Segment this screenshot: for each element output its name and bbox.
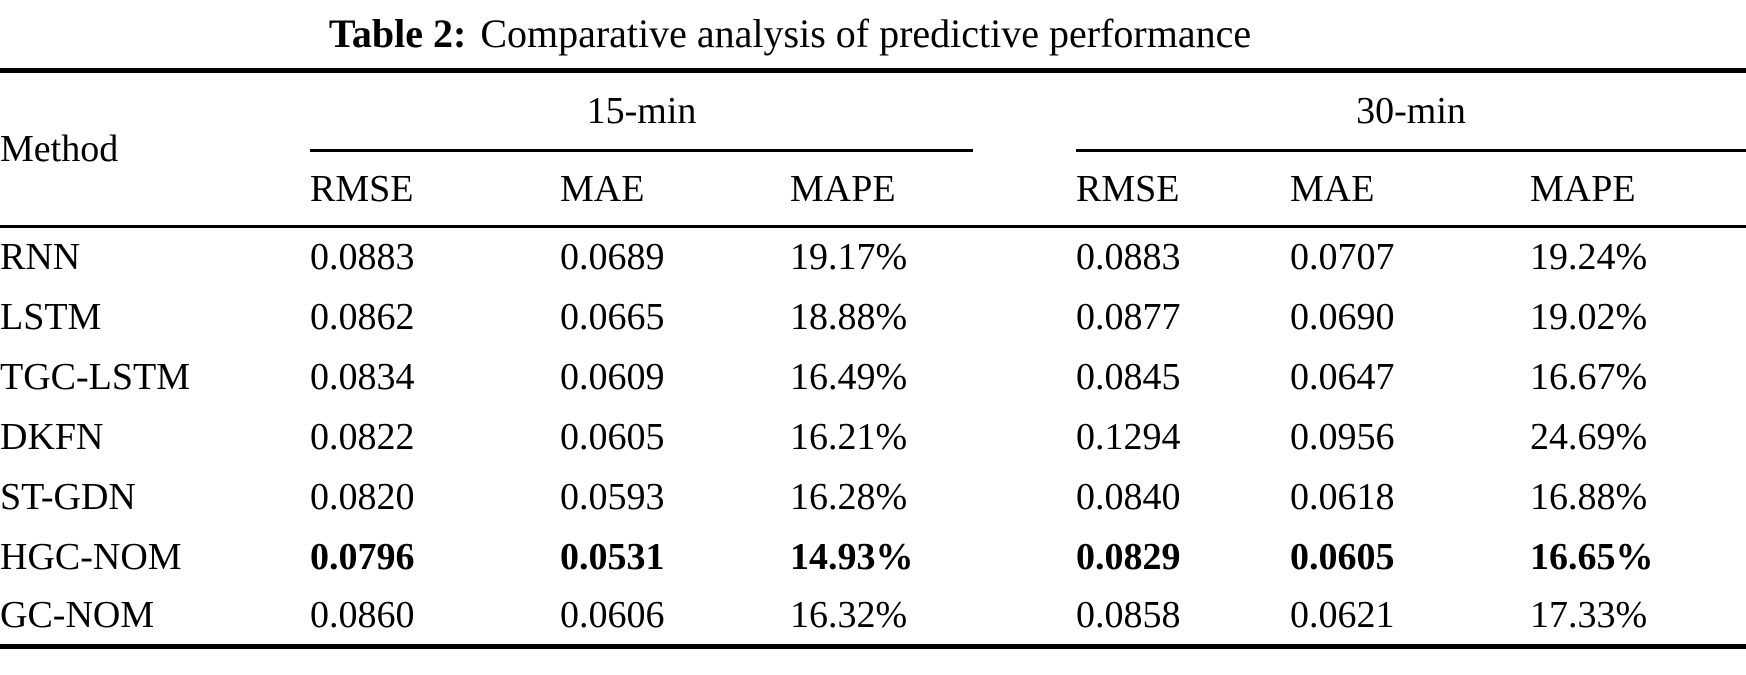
rmse-30-cell: 0.0840 bbox=[1076, 475, 1181, 518]
table-caption-text: Comparative analysis of predictive perfo… bbox=[480, 11, 1252, 56]
rmse-15-cell: 0.0883 bbox=[310, 236, 415, 279]
method-name-cell: RNN bbox=[0, 236, 81, 279]
mape-30-cell: 17.33% bbox=[1530, 594, 1648, 637]
mae-30-cell: 0.0647 bbox=[1290, 355, 1395, 398]
mape-15-cell: 16.49% bbox=[790, 355, 908, 398]
mape-15-cell: 18.88% bbox=[790, 295, 908, 338]
mape-30-cell: 24.69% bbox=[1530, 415, 1648, 458]
column-header-method: Method bbox=[0, 70, 310, 228]
mape-15-cell: 16.21% bbox=[790, 415, 908, 458]
rmse-15-cell: 0.0860 bbox=[310, 594, 415, 637]
column-header-mae-30: MAE bbox=[1290, 150, 1530, 228]
results-table-body: RNN 0.0883 0.0689 19.17% 0.0883 0.0707 1… bbox=[0, 227, 1746, 647]
mape-30-cell: 19.24% bbox=[1530, 236, 1648, 279]
method-name-cell: ST-GDN bbox=[0, 475, 136, 518]
rmse-30-cell: 0.0829 bbox=[1076, 535, 1181, 578]
method-name-cell: HGC-NOM bbox=[0, 535, 182, 578]
rmse-15-cell: 0.0796 bbox=[310, 535, 415, 578]
mae-30-cell: 0.0690 bbox=[1290, 295, 1395, 338]
column-header-rmse-15: RMSE bbox=[310, 150, 560, 228]
table-row: ST-GDN 0.0820 0.0593 16.28% 0.0840 0.061… bbox=[0, 467, 1746, 527]
mape-15-cell: 16.32% bbox=[790, 594, 908, 637]
gap-cell bbox=[973, 227, 1076, 287]
column-header-mape-30: MAPE bbox=[1530, 150, 1746, 228]
rmse-15-cell: 0.0834 bbox=[310, 355, 415, 398]
gap-cell bbox=[973, 467, 1076, 527]
mae-30-cell: 0.0605 bbox=[1290, 535, 1395, 578]
group-header-30min: 30-min bbox=[1076, 70, 1746, 152]
method-name-cell: LSTM bbox=[0, 295, 102, 338]
table-row: GC-NOM 0.0860 0.0606 16.32% 0.0858 0.062… bbox=[0, 587, 1746, 647]
mae-15-cell: 0.0665 bbox=[560, 295, 665, 338]
mae-30-cell: 0.0707 bbox=[1290, 236, 1395, 279]
column-header-rmse-30: RMSE bbox=[1076, 150, 1290, 228]
rmse-15-cell: 0.0820 bbox=[310, 475, 415, 518]
mae-15-cell: 0.0689 bbox=[560, 236, 665, 279]
rmse-30-cell: 0.0877 bbox=[1076, 295, 1181, 338]
mae-15-cell: 0.0605 bbox=[560, 415, 665, 458]
table-row: DKFN 0.0822 0.0605 16.21% 0.1294 0.0956 … bbox=[0, 407, 1746, 467]
mae-15-cell: 0.0606 bbox=[560, 594, 665, 637]
column-header-mape-15: MAPE bbox=[790, 150, 973, 228]
table-caption: Table 2: Comparative analysis of predicti… bbox=[0, 0, 1580, 68]
method-name-cell: DKFN bbox=[0, 415, 104, 458]
gap-cell bbox=[973, 347, 1076, 407]
gap-cell bbox=[973, 527, 1076, 587]
mae-30-cell: 0.0618 bbox=[1290, 475, 1395, 518]
table-row: LSTM 0.0862 0.0665 18.88% 0.0877 0.0690 … bbox=[0, 287, 1746, 347]
mape-15-cell: 14.93% bbox=[790, 535, 914, 578]
mape-15-cell: 19.17% bbox=[790, 236, 908, 279]
group-header-row: Method 15-min 30-min bbox=[0, 70, 1746, 228]
mae-30-cell: 0.0621 bbox=[1290, 594, 1395, 637]
gap-cell bbox=[973, 287, 1076, 347]
table-row: HGC-NOM 0.0796 0.0531 14.93% 0.0829 0.06… bbox=[0, 527, 1746, 587]
mape-30-cell: 16.88% bbox=[1530, 475, 1648, 518]
results-table: Method 15-min 30-min RMSE MAE MAPE RMSE … bbox=[0, 68, 1746, 649]
group-header-15min: 15-min bbox=[310, 70, 973, 152]
column-header-mae-15: MAE bbox=[560, 150, 790, 228]
rmse-15-cell: 0.0822 bbox=[310, 415, 415, 458]
mae-15-cell: 0.0593 bbox=[560, 475, 665, 518]
mape-15-cell: 16.28% bbox=[790, 475, 908, 518]
method-name-cell: GC-NOM bbox=[0, 594, 155, 637]
metric-header-row: RMSE MAE MAPE RMSE MAE MAPE bbox=[0, 150, 1746, 228]
mape-30-cell: 16.67% bbox=[1530, 355, 1648, 398]
mape-30-cell: 16.65% bbox=[1530, 535, 1654, 578]
mae-30-cell: 0.0956 bbox=[1290, 415, 1395, 458]
group-gap bbox=[973, 70, 1076, 228]
rmse-30-cell: 0.0883 bbox=[1076, 236, 1181, 279]
method-name-cell: TGC-LSTM bbox=[0, 355, 190, 398]
rmse-30-cell: 0.1294 bbox=[1076, 415, 1181, 458]
rmse-30-cell: 0.0845 bbox=[1076, 355, 1181, 398]
mae-15-cell: 0.0531 bbox=[560, 535, 665, 578]
table-row: TGC-LSTM 0.0834 0.0609 16.49% 0.0845 0.0… bbox=[0, 347, 1746, 407]
gap-cell bbox=[973, 587, 1076, 647]
table-row: RNN 0.0883 0.0689 19.17% 0.0883 0.0707 1… bbox=[0, 227, 1746, 287]
mape-30-cell: 19.02% bbox=[1530, 295, 1648, 338]
rmse-30-cell: 0.0858 bbox=[1076, 594, 1181, 637]
mae-15-cell: 0.0609 bbox=[560, 355, 665, 398]
table-caption-label: Table 2: bbox=[328, 11, 467, 56]
gap-cell bbox=[973, 407, 1076, 467]
rmse-15-cell: 0.0862 bbox=[310, 295, 415, 338]
